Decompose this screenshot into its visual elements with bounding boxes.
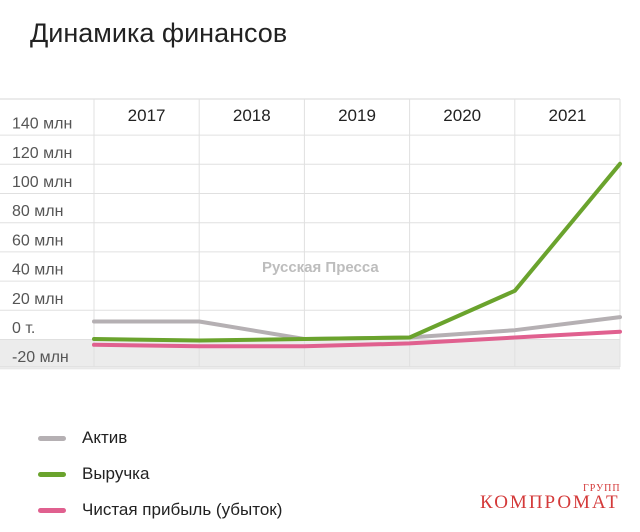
x-category-label: 2017 [128, 106, 166, 125]
legend-swatch [38, 435, 66, 441]
legend-label: Чистая прибыль (убыток) [82, 500, 283, 519]
finance-line-chart: 140 млн 120 млн 100 млн 80 млн 60 млн 40 млн 2… [0, 98, 622, 370]
legend-item: Актив [38, 420, 282, 456]
brand-superscript: ГРУПП [583, 483, 621, 494]
page-title: Динамика финансов [30, 18, 288, 48]
y-tick-label: 100 млн [12, 174, 72, 191]
y-tick-label: 0 т. [12, 320, 35, 337]
legend-item: Выручка [38, 456, 282, 492]
y-tick-label: 20 млн [12, 291, 63, 308]
x-category-label: 2018 [233, 106, 271, 125]
x-category-label: 2020 [443, 106, 481, 125]
watermark-text: Русская Пресса [262, 259, 379, 276]
chart-legend: Актив Выручка Чистая прибыль (убыток) [38, 420, 282, 528]
series-line-3 [92, 329, 622, 349]
y-tick-label: 120 млн [12, 145, 72, 162]
x-category-label: 2019 [338, 106, 376, 125]
legend-label: Актив [82, 428, 128, 447]
y-tick-label: 40 млн [12, 262, 63, 279]
y-tick-label: -20 млн [12, 349, 69, 366]
legend-swatch [38, 507, 66, 513]
legend-item: Чистая прибыль (убыток) [38, 492, 282, 528]
brand-logo: КОМПРОМАТ ГРУПП [480, 483, 620, 514]
brand-name: КОМПРОМАТ [480, 492, 620, 513]
y-tick-label: 140 млн [12, 116, 72, 133]
y-tick-label: 60 млн [12, 232, 63, 249]
legend-label: Выручка [82, 464, 150, 483]
x-category-label: 2021 [548, 106, 586, 125]
series-line-2 [92, 161, 622, 343]
legend-swatch [38, 471, 66, 477]
y-tick-label: 80 млн [12, 203, 63, 220]
